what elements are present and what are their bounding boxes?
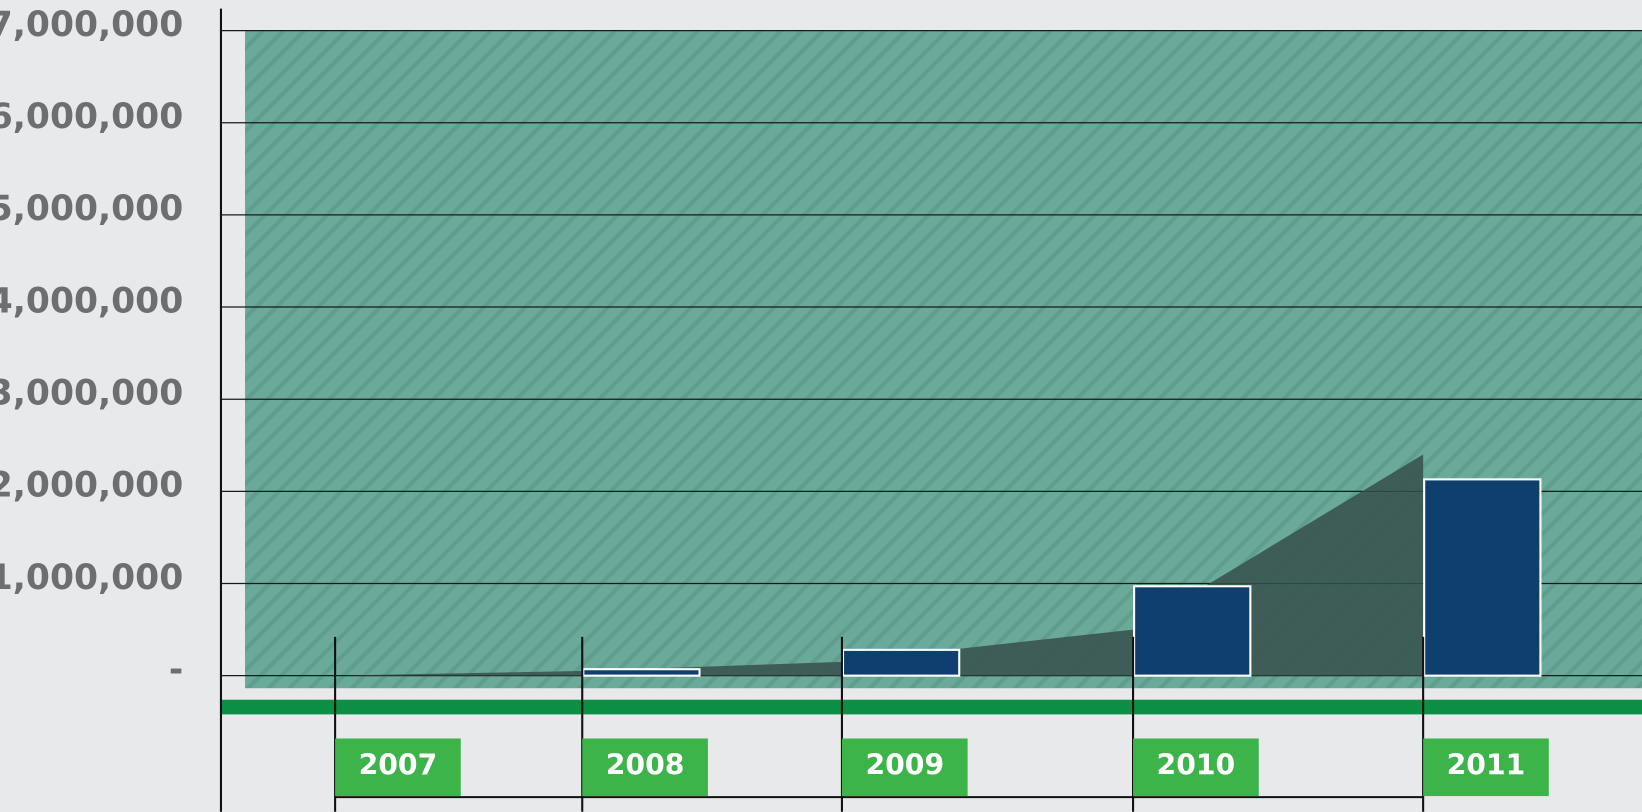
year-box bbox=[1133, 738, 1259, 797]
year-box bbox=[1423, 738, 1549, 797]
bar bbox=[1133, 585, 1252, 677]
y-tick-label: 6,000,000 bbox=[0, 97, 183, 137]
y-tick-label: 7,000,000 bbox=[0, 5, 183, 45]
y-tick-label: - bbox=[169, 650, 183, 690]
bar bbox=[1423, 478, 1542, 677]
y-tick-label: 4,000,000 bbox=[0, 281, 183, 321]
bar bbox=[582, 668, 701, 677]
y-tick-label: 2,000,000 bbox=[0, 466, 183, 506]
year-box bbox=[582, 738, 708, 797]
y-tick-label: 5,000,000 bbox=[0, 189, 183, 229]
bar bbox=[841, 648, 961, 677]
y-tick-label: 3,000,000 bbox=[0, 374, 183, 414]
x-tick-label: 2007 bbox=[359, 749, 438, 782]
y-tick-label: 1,000,000 bbox=[0, 558, 183, 598]
x-tick-label: 2009 bbox=[865, 749, 944, 782]
year-box bbox=[841, 738, 968, 797]
baseline bbox=[220, 699, 1642, 715]
x-tick-label: 2010 bbox=[1157, 749, 1236, 782]
x-tick-label: 2011 bbox=[1447, 749, 1526, 782]
year-box bbox=[335, 738, 461, 797]
x-tick-label: 2008 bbox=[606, 749, 685, 782]
